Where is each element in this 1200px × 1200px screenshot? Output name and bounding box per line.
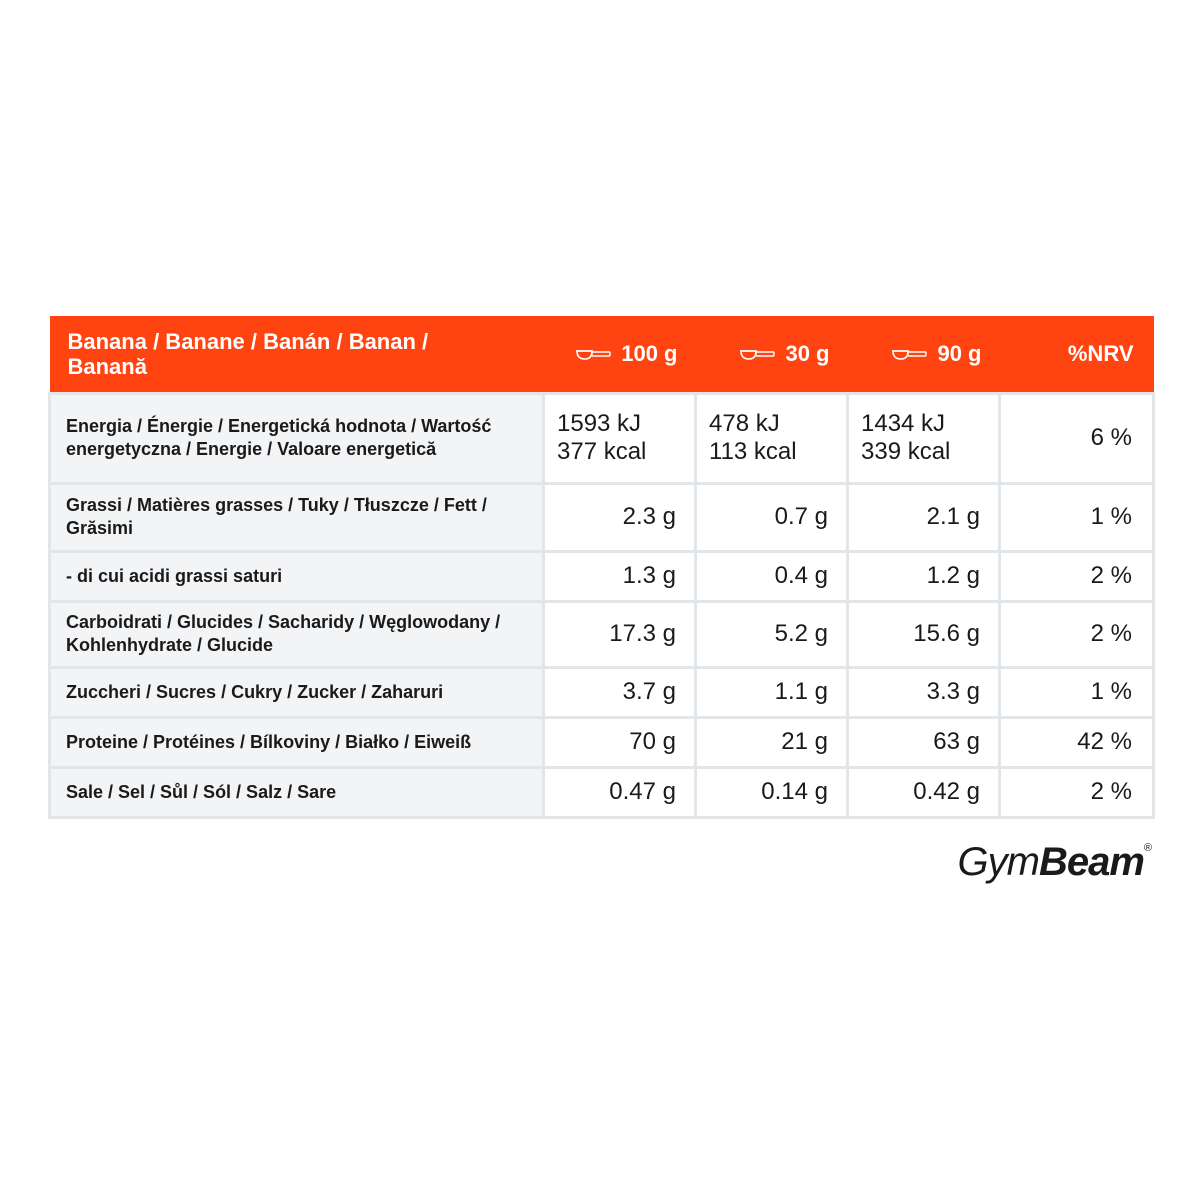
cell-saturated-fat-100g: 1.3 g	[542, 549, 697, 603]
cell-protein-90g: 63 g	[846, 715, 1001, 769]
nutrition-table: Banana / Banane / Banán / Banan / Banană…	[48, 316, 1155, 819]
table-row-fat: Grassi / Matières grasses / Tuky / Tłusz…	[48, 481, 1155, 553]
table-row-salt: Sale / Sel / Sůl / Sól / Salz / Sare 0.4…	[48, 765, 1155, 819]
cell-energy-100g: 1593 kJ 377 kcal	[542, 391, 697, 485]
logo-text-beam: Beam	[1038, 840, 1145, 884]
cell-fat-100g: 2.3 g	[542, 481, 697, 553]
cell-energy-nrv: 6 %	[998, 391, 1155, 485]
cell-energy-90g: 1434 kJ 339 kcal	[846, 391, 1001, 485]
scoop-icon	[576, 350, 611, 360]
cell-protein-30g: 21 g	[694, 715, 849, 769]
row-label-salt: Sale / Sel / Sůl / Sól / Salz / Sare	[48, 765, 545, 819]
scoop-icon	[892, 350, 928, 360]
cell-sugars-30g: 1.1 g	[694, 665, 849, 719]
logo-text-gym: Gym	[957, 840, 1040, 884]
cell-salt-nrv: 2 %	[998, 765, 1155, 819]
cell-salt-30g: 0.14 g	[694, 765, 849, 819]
column-header-nrv: %NRV	[1067, 341, 1134, 367]
cell-protein-100g: 70 g	[542, 715, 697, 769]
table-row-sugars: Zuccheri / Sucres / Cukry / Zucker / Zah…	[48, 665, 1155, 719]
cell-carbohydrates-nrv: 2 %	[998, 599, 1155, 669]
cell-saturated-fat-90g: 1.2 g	[846, 549, 1001, 603]
table-row-protein: Proteine / Protéines / Bílkoviny / Białk…	[48, 715, 1155, 769]
row-label-saturated-fat: - di cui acidi grassi saturi	[48, 549, 545, 603]
column-header-90g-label: 90 g	[937, 341, 982, 367]
cell-protein-nrv: 42 %	[998, 715, 1155, 769]
column-header-90g: 90 g	[848, 316, 1000, 393]
cell-energy-90g-kj: 1434 kJ	[861, 410, 946, 437]
cell-fat-30g: 0.7 g	[694, 481, 849, 553]
cell-energy-30g-kcal: 113 kcal	[709, 438, 797, 465]
row-label-protein: Proteine / Protéines / Bílkoviny / Białk…	[48, 715, 545, 769]
cell-sugars-90g: 3.3 g	[846, 665, 1001, 719]
cell-saturated-fat-30g: 0.4 g	[694, 549, 849, 603]
cell-energy-100g-kj: 1593 kJ	[557, 410, 642, 437]
row-label-carbohydrates: Carboidrati / Glucides / Sacharidy / Węg…	[48, 599, 545, 669]
cell-energy-30g-kj: 478 kJ	[709, 410, 780, 437]
gymbeam-logo: GymBeam®	[958, 840, 1153, 885]
cell-salt-90g: 0.42 g	[846, 765, 1001, 819]
column-header-100g: 100 g	[544, 316, 696, 393]
column-header-100g-label: 100 g	[621, 341, 678, 367]
table-row-saturated-fat: - di cui acidi grassi saturi 1.3 g 0.4 g…	[48, 549, 1155, 603]
table-row-energy: Energia / Énergie / Energetická hodnota …	[48, 391, 1155, 485]
table-header-row: Banana / Banane / Banán / Banan / Banană…	[49, 316, 1154, 393]
row-label-sugars: Zuccheri / Sucres / Cukry / Zucker / Zah…	[48, 665, 545, 719]
table-row-carbohydrates: Carboidrati / Glucides / Sacharidy / Węg…	[48, 599, 1155, 669]
column-header-30g: 30 g	[696, 316, 848, 393]
row-label-energy: Energia / Énergie / Energetická hodnota …	[48, 391, 545, 485]
cell-fat-nrv: 1 %	[998, 481, 1155, 553]
column-header-30g-label: 30 g	[785, 341, 830, 367]
scoop-icon	[740, 350, 776, 360]
cell-salt-100g: 0.47 g	[542, 765, 697, 819]
row-label-fat: Grassi / Matières grasses / Tuky / Tłusz…	[48, 481, 545, 553]
cell-sugars-100g: 3.7 g	[542, 665, 697, 719]
cell-carbohydrates-90g: 15.6 g	[846, 599, 1001, 669]
registered-mark: ®	[1143, 842, 1152, 854]
cell-energy-30g: 478 kJ 113 kcal	[694, 391, 849, 485]
cell-saturated-fat-nrv: 2 %	[998, 549, 1155, 603]
cell-energy-90g-kcal: 339 kcal	[861, 438, 951, 465]
cell-carbohydrates-100g: 17.3 g	[542, 599, 697, 669]
cell-energy-100g-kcal: 377 kcal	[557, 438, 647, 465]
cell-carbohydrates-30g: 5.2 g	[694, 599, 849, 669]
cell-fat-90g: 2.1 g	[846, 481, 1001, 553]
product-title: Banana / Banane / Banán / Banan / Banană	[67, 328, 429, 379]
cell-sugars-nrv: 1 %	[998, 665, 1155, 719]
